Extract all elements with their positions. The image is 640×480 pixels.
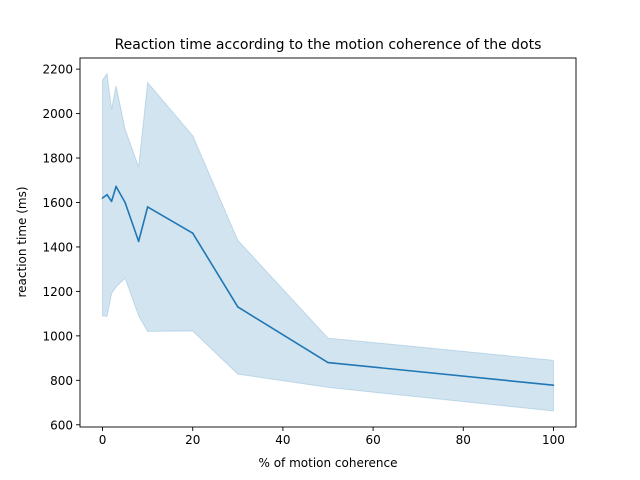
y-tick-label: 1400: [42, 240, 73, 254]
series-0-point: [106, 193, 108, 196]
x-tick-label: 60: [365, 433, 380, 447]
axes-frame: [79, 57, 577, 428]
series-0-point: [124, 201, 126, 204]
series-0-point: [101, 197, 104, 199]
y-tick-label: 1200: [42, 285, 73, 299]
x-axis-label: % of motion coherence: [259, 456, 398, 470]
axes: 0 20 40 60 80 100 600 800 1000 1200 1400 1600 1800 20…: [42, 57, 577, 447]
plot-area: [101, 72, 555, 412]
series-0-point: [110, 200, 113, 203]
x-tick-label: 100: [542, 433, 565, 447]
series-0-point: [191, 232, 194, 234]
series-0-point: [146, 206, 149, 208]
y-tick-label: 800: [50, 374, 73, 388]
y-axis-label: reaction time (ms): [15, 186, 29, 297]
series-0-confidence-band: [102, 72, 554, 412]
y-tick-label: 1800: [42, 152, 73, 166]
y-tick-label: 1600: [42, 196, 73, 210]
y-tick-label: 1000: [42, 329, 73, 343]
series-0-point: [237, 306, 239, 308]
chart-title: Reaction time according to the motion co…: [115, 37, 542, 53]
x-tick-label: 0: [99, 433, 107, 447]
series-0-point: [137, 240, 140, 243]
y-tick-label: 600: [50, 418, 73, 432]
x-tick-label: 20: [185, 433, 200, 447]
series-0-point: [327, 361, 329, 364]
x-tick-label: 40: [275, 433, 290, 447]
series-0-point: [552, 384, 555, 387]
x-tick-label: 80: [456, 433, 471, 447]
y-tick-label: 2200: [42, 63, 73, 77]
series-0-point: [115, 185, 117, 188]
y-tick-label: 2000: [42, 107, 73, 121]
